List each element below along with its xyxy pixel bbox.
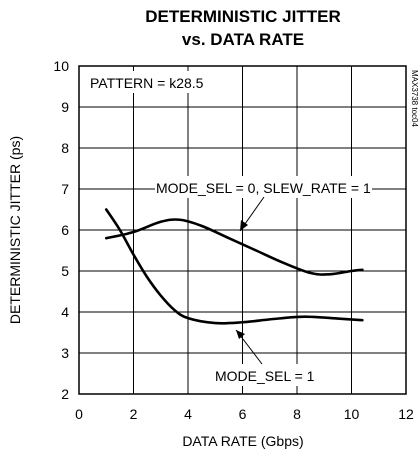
chart-subtitle: vs. DATA RATE [182, 30, 304, 49]
y-tick-labels: 2 3 4 5 6 7 8 9 10 [53, 58, 69, 402]
mode1-label: MODE_SEL = 1 [215, 368, 315, 384]
y-tick-label: 7 [61, 181, 69, 197]
series-line-mode-sel-0 [104, 218, 364, 276]
plot-frame [78, 65, 407, 395]
mode1-label-bg [211, 364, 319, 386]
x-tick-label: 8 [293, 406, 301, 422]
series-lines [104, 208, 364, 325]
pattern-label: PATTERN = k28.5 [90, 75, 204, 91]
y-tick-label: 8 [61, 140, 69, 156]
y-tick-label: 4 [61, 304, 69, 320]
y-tick-label: 6 [61, 222, 69, 238]
mode0-arrowhead [240, 220, 248, 231]
mode0-label: MODE_SEL = 0, SLEW_RATE = 1 [156, 180, 371, 196]
y-tick-label: 5 [61, 263, 69, 279]
x-tick-label: 0 [75, 406, 83, 422]
mode1-arrowhead [236, 330, 245, 339]
series-line-mode-sel-1 [104, 208, 364, 325]
y-tick-label: 10 [53, 58, 69, 74]
x-tick-label: 10 [344, 406, 360, 422]
pattern-label-bg [85, 71, 201, 93]
grid [79, 66, 406, 394]
y-tick-label: 2 [61, 386, 69, 402]
x-tick-label: 2 [130, 406, 138, 422]
chart-title: DETERMINISTIC JITTER [145, 7, 341, 26]
x-tick-label: 6 [239, 406, 247, 422]
y-tick-label: 9 [61, 99, 69, 115]
x-tick-labels: 0 2 4 6 8 10 12 [75, 406, 414, 422]
watermark: MAX3738 toc04 [410, 70, 419, 127]
y-axis-label: DETERMINISTIC JITTER (ps) [7, 136, 23, 324]
x-tick-label: 4 [184, 406, 192, 422]
mode0-label-bg [155, 176, 372, 198]
x-tick-label: 12 [398, 406, 414, 422]
x-axis-label: DATA RATE (Gbps) [182, 433, 303, 449]
y-tick-label: 3 [61, 345, 69, 361]
